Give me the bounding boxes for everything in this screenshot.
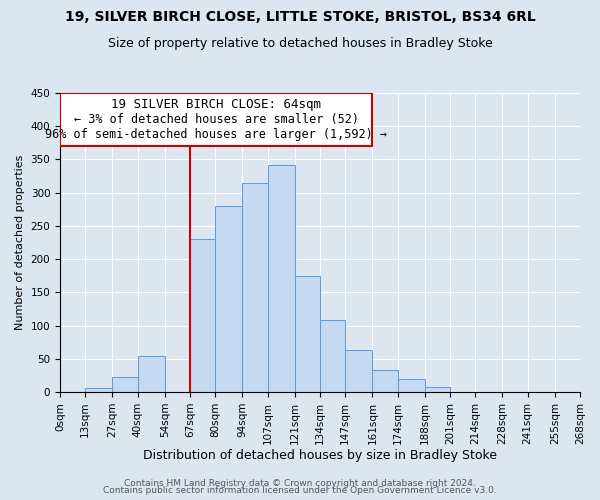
Text: Contains HM Land Registry data © Crown copyright and database right 2024.: Contains HM Land Registry data © Crown c… bbox=[124, 478, 476, 488]
Text: ← 3% of detached houses are smaller (52): ← 3% of detached houses are smaller (52) bbox=[74, 113, 359, 126]
Bar bbox=[112, 378, 137, 392]
Bar bbox=[425, 387, 450, 392]
Bar bbox=[373, 370, 398, 392]
Text: 19, SILVER BIRCH CLOSE, LITTLE STOKE, BRISTOL, BS34 6RL: 19, SILVER BIRCH CLOSE, LITTLE STOKE, BR… bbox=[65, 10, 535, 24]
Bar bbox=[268, 165, 295, 392]
Text: 19 SILVER BIRCH CLOSE: 64sqm: 19 SILVER BIRCH CLOSE: 64sqm bbox=[111, 98, 321, 111]
X-axis label: Distribution of detached houses by size in Bradley Stoke: Distribution of detached houses by size … bbox=[143, 450, 497, 462]
Bar bbox=[85, 388, 112, 392]
Text: Contains public sector information licensed under the Open Government Licence v3: Contains public sector information licen… bbox=[103, 486, 497, 495]
Text: 96% of semi-detached houses are larger (1,592) →: 96% of semi-detached houses are larger (… bbox=[45, 128, 387, 141]
Bar bbox=[242, 182, 268, 392]
Bar bbox=[295, 276, 320, 392]
Y-axis label: Number of detached properties: Number of detached properties bbox=[15, 155, 25, 330]
Bar bbox=[137, 356, 165, 392]
Bar bbox=[345, 350, 373, 392]
Bar bbox=[215, 206, 242, 392]
Bar bbox=[320, 320, 345, 392]
Text: Size of property relative to detached houses in Bradley Stoke: Size of property relative to detached ho… bbox=[107, 38, 493, 51]
Bar bbox=[60, 93, 373, 146]
Bar bbox=[398, 380, 425, 392]
Bar bbox=[190, 239, 215, 392]
